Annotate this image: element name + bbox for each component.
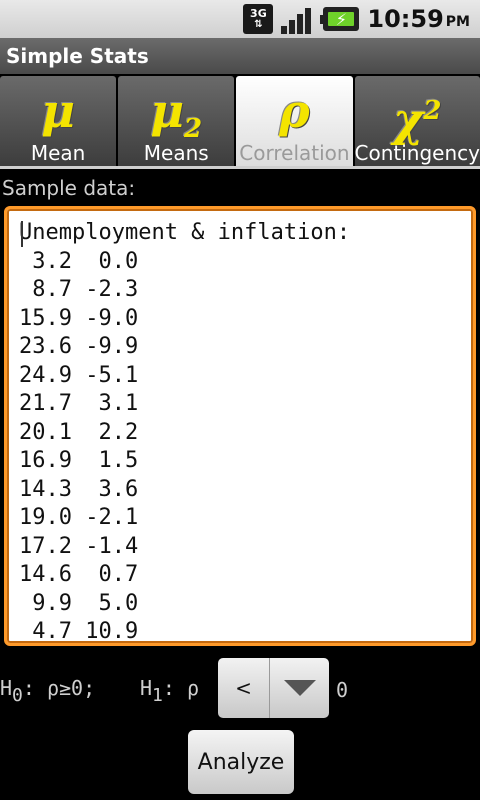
- tab-means-label: Means: [143, 141, 209, 165]
- dropdown-arrow-icon[interactable]: [270, 658, 329, 718]
- network-3g-icon: 3G ⇅: [243, 4, 274, 34]
- signal-strength-icon: [281, 4, 315, 34]
- tab-means[interactable]: μ2 Means: [118, 76, 235, 168]
- hypothesis-value: 0: [336, 678, 349, 702]
- tab-contingency[interactable]: χ2 Contingency: [354, 76, 480, 168]
- tab-bar: μ Mean μ2 Means ρ Correlation χ2 Conting…: [0, 74, 480, 168]
- tab-divider: [0, 166, 480, 169]
- network-type: 3G: [250, 7, 267, 20]
- battery-charging-icon: ⚡: [320, 7, 360, 31]
- operator-spinner[interactable]: <: [218, 658, 329, 718]
- alt-hypothesis: H1: ρ: [140, 676, 200, 706]
- app-title: Simple Stats: [6, 44, 149, 68]
- rho-icon: ρ: [279, 84, 310, 138]
- tab-contingency-label: Contingency: [354, 141, 480, 165]
- text-cursor: [21, 221, 23, 247]
- tab-mean-label: Mean: [30, 141, 86, 165]
- mu-two-icon: μ2: [150, 84, 203, 145]
- clock-ampm: PM: [445, 14, 470, 30]
- operator-value: <: [218, 658, 270, 718]
- null-hypothesis: H0: ρ≥0;: [0, 676, 96, 706]
- tab-correlation[interactable]: ρ Correlation: [236, 76, 353, 168]
- status-bar: 3G ⇅ ⚡ 10:59 PM: [0, 0, 480, 38]
- tab-mean[interactable]: μ Mean: [0, 76, 117, 168]
- sample-data-label: Sample data:: [2, 176, 136, 200]
- analyze-button[interactable]: Analyze: [188, 730, 294, 794]
- app-title-bar: Simple Stats: [0, 38, 480, 74]
- sample-data-textarea[interactable]: Unemployment & inflation: 3.2 0.0 8.7 -2…: [4, 206, 476, 646]
- tab-correlation-label: Correlation: [239, 141, 350, 165]
- chi-squared-icon: χ2: [393, 92, 442, 147]
- mu-icon: μ: [41, 84, 75, 138]
- clock-time: 10:59: [367, 5, 444, 33]
- sample-data-text: Unemployment & inflation: 3.2 0.0 8.7 -2…: [19, 220, 351, 644]
